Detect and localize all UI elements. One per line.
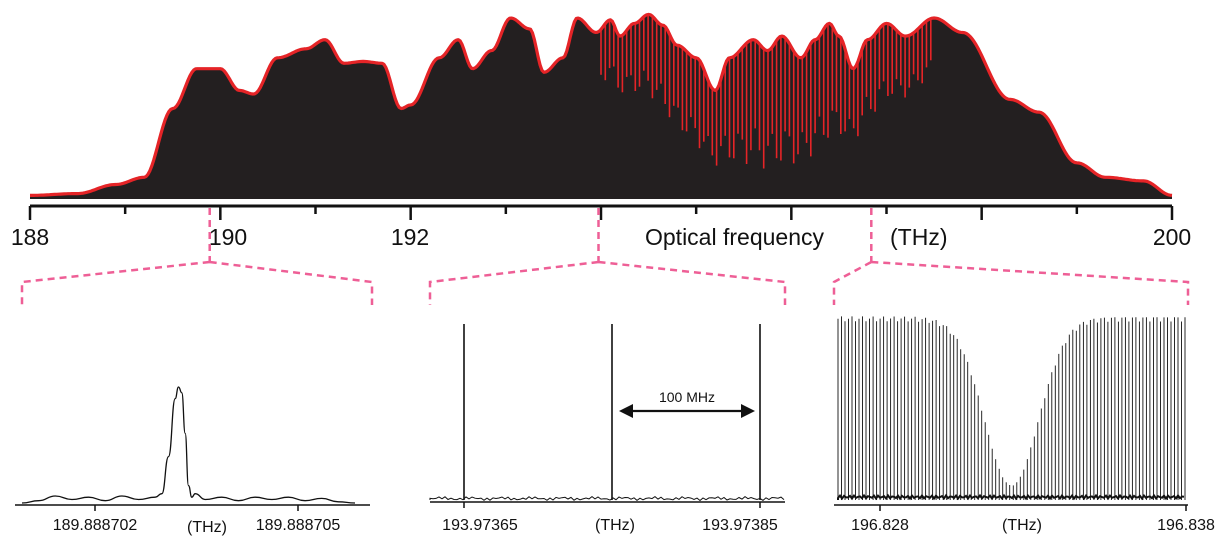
zoom-guide-bracket	[22, 262, 372, 305]
main-spectrum-marks	[30, 14, 1172, 199]
zoom-guide-bracket	[430, 262, 785, 305]
spacing-annotation: 100 MHz	[659, 389, 715, 405]
zoom-guides	[22, 208, 1188, 305]
main-x-ticks	[30, 206, 1172, 220]
inset-2-x-label: (THz)	[595, 517, 635, 534]
inset-1-chart: 189.888702 189.888705 (THz)	[15, 387, 370, 536]
inset-2-tick-right: 193.97385	[702, 517, 778, 534]
main-x-axis-label: Optical frequency	[645, 224, 824, 250]
inset-3-ticks	[880, 505, 1186, 511]
inset-2-chart: 100 MHz 193.97365 193.97385 (THz)	[430, 324, 785, 534]
main-x-axis-unit: (THz)	[890, 224, 947, 250]
inset-3-tick-right: 196.838	[1157, 517, 1215, 534]
tick-label-190: 190	[209, 224, 247, 250]
zoom-guide-bracket	[834, 262, 1188, 305]
inset-2-ticks	[464, 502, 760, 508]
inset-3-x-label: (THz)	[1002, 517, 1042, 534]
inset-3-chart: 196.828 196.838 (THz)	[834, 316, 1215, 534]
inset-1-tick-left: 189.888702	[53, 517, 138, 534]
tick-label-188: 188	[11, 224, 49, 250]
inset-1-line	[22, 387, 355, 503]
spacing-arrow-right-head	[741, 404, 755, 418]
tick-label-200: 200	[1153, 224, 1191, 250]
inset-2-tick-left: 193.97365	[442, 517, 518, 534]
inset-1-tick-right: 189.888705	[256, 517, 341, 534]
inset-3-comb-lines	[838, 316, 1185, 500]
inset-1-ticks	[95, 505, 298, 511]
main-spectrum-chart: 188 190 192 200 Optical frequency (THz)	[11, 14, 1191, 250]
tick-label-192: 192	[391, 224, 429, 250]
inset-2-noise-floor	[430, 497, 784, 501]
spacing-arrow	[619, 404, 755, 418]
spacing-arrow-left-head	[619, 404, 633, 418]
inset-3-tick-left: 196.828	[851, 517, 909, 534]
inset-1-x-label: (THz)	[187, 519, 227, 536]
